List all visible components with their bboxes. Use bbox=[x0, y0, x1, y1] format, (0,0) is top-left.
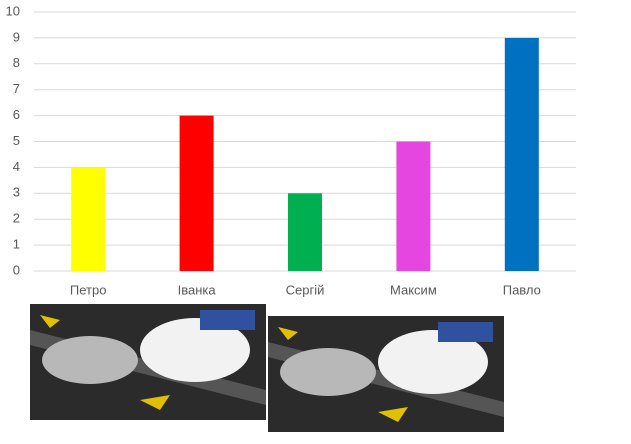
x-tick-label: Максим bbox=[390, 282, 437, 297]
y-tick-label: 6 bbox=[13, 107, 20, 122]
y-tick-label: 10 bbox=[6, 3, 20, 18]
x-tick-label: Петро bbox=[70, 282, 107, 297]
y-tick-label: 3 bbox=[13, 185, 20, 200]
x-tick-label: Іванка bbox=[178, 282, 217, 297]
bar bbox=[288, 193, 322, 271]
bar bbox=[179, 115, 214, 271]
y-tick-label: 0 bbox=[13, 262, 20, 277]
y-tick-label: 7 bbox=[13, 81, 20, 96]
x-tick-label: Павло bbox=[503, 282, 541, 297]
bar bbox=[71, 167, 106, 271]
y-tick-label: 1 bbox=[13, 237, 20, 252]
y-tick-label: 9 bbox=[13, 29, 20, 44]
photo-right bbox=[268, 316, 504, 432]
y-tick-label: 8 bbox=[13, 55, 20, 70]
y-tick-label: 4 bbox=[13, 159, 20, 174]
x-tick-label: Сергій bbox=[286, 282, 325, 297]
photo-left bbox=[30, 304, 266, 420]
y-tick-label: 5 bbox=[13, 133, 20, 148]
y-tick-label: 2 bbox=[13, 211, 20, 226]
bar bbox=[396, 141, 431, 271]
bar bbox=[504, 37, 539, 272]
